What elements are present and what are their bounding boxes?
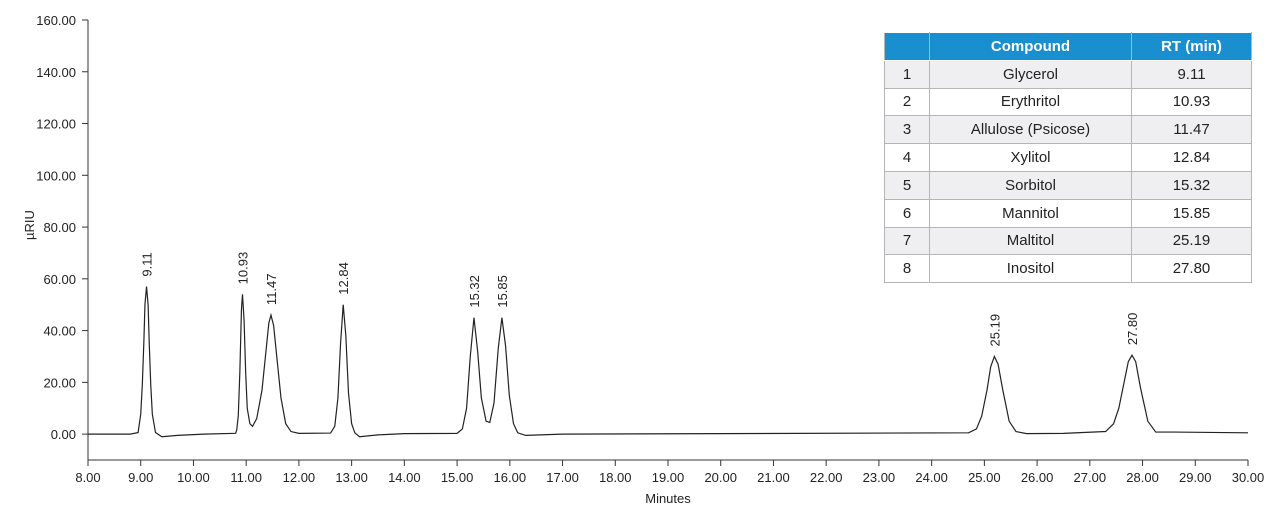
x-tick-label: 16.00 [494,470,527,485]
table-cell: 5 [884,170,930,200]
x-tick-label: 10.00 [177,470,210,485]
table-cell: Allulose (Psicose) [929,115,1132,145]
x-tick-label: 11.00 [230,470,262,485]
peak-label: 15.32 [467,275,482,308]
x-tick-label: 27.00 [1074,470,1107,485]
table-cell: Erythritol [929,87,1132,117]
peak-label: 27.80 [1125,313,1140,346]
table-cell: 15.85 [1131,198,1252,228]
table-cell: 11.47 [1131,115,1252,145]
header-cell [884,32,930,61]
x-tick-label: 30.00 [1232,470,1265,485]
table-cell: 12.84 [1131,143,1252,172]
y-tick-label: 120.00 [36,117,76,132]
table-cell: 10.93 [1131,87,1252,117]
x-tick-label: 8.00 [75,470,100,485]
y-tick-label: 20.00 [43,375,76,390]
x-tick-label: 26.00 [1021,470,1054,485]
x-tick-label: 29.00 [1179,470,1212,485]
x-tick-label: 18.00 [599,470,632,485]
x-tick-label: 19.00 [652,470,685,485]
table-cell: 15.32 [1131,170,1252,200]
table-cell: 3 [884,115,930,145]
x-tick-label: 13.00 [335,470,368,485]
y-tick-label: 160.00 [36,13,76,28]
table-row: 7 Maltitol 25.19 [884,226,1252,256]
x-tick-label: 28.00 [1126,470,1159,485]
peak-label: 25.19 [987,314,1002,347]
header-cell: RT (min) [1131,32,1252,61]
x-tick-label: 14.00 [388,470,421,485]
table-cell: 8 [884,254,930,284]
table-cell: 9.11 [1131,59,1252,89]
x-tick-label: 15.00 [441,470,474,485]
table-body: 1 Glycerol 9.11 2 Erythritol 10.93 3 Allulose (… [884,59,1252,284]
table-cell: Mannitol [929,198,1132,228]
peak-label: 9.11 [140,252,155,276]
table-cell: Sorbitol [929,170,1132,200]
trace [88,286,1249,438]
table-row: 3 Allulose (Psicose) 11.47 [884,115,1252,145]
table-cell: Maltitol [929,226,1132,256]
y-tick-label: 80.00 [43,220,76,235]
x-tick-label: 12.00 [283,470,316,485]
compound-table: Compound RT (min) 1 Glycerol 9.11 2 Erythrit… [884,32,1252,284]
peak-label: 12.84 [336,262,351,295]
table-cell: 1 [884,59,930,89]
header-cell: Compound [929,32,1132,61]
x-tick-label: 23.00 [863,470,896,485]
x-tick-label: 21.00 [757,470,790,485]
y-tick-label: 140.00 [36,65,76,80]
peak-label: 10.93 [235,252,250,285]
table-cell: Glycerol [929,59,1132,89]
table-row: 1 Glycerol 9.11 [884,59,1252,89]
peak-label: 15.85 [495,275,510,308]
table-cell: 2 [884,87,930,117]
table-header: Compound RT (min) [884,32,1252,61]
x-tick-label: 24.00 [915,470,948,485]
table-cell: 25.19 [1131,226,1252,256]
table-row: 4 Xylitol 12.84 [884,143,1252,172]
table-row: 2 Erythritol 10.93 [884,87,1252,117]
table-cell: 7 [884,226,930,256]
table-cell: 6 [884,198,930,228]
y-tick-label: 60.00 [43,272,76,287]
table-row: 6 Mannitol 15.85 [884,198,1252,228]
table-cell: 27.80 [1131,254,1252,284]
table-cell: 4 [884,143,930,172]
y-tick-label: 100.00 [36,168,76,183]
x-tick-label: 9.00 [128,470,153,485]
x-tick-label: 17.00 [546,470,579,485]
y-tick-label: 40.00 [43,324,76,339]
table-cell: Xylitol [929,143,1132,172]
x-tick-label: 22.00 [810,470,843,485]
peak-label: 11.47 [264,273,279,305]
x-tick-label: 25.00 [968,470,1001,485]
table-row: 5 Sorbitol 15.32 [884,170,1252,200]
y-axis-label: µRIU [22,210,37,240]
table-row: 8 Inositol 27.80 [884,254,1252,284]
x-tick-label: 20.00 [704,470,737,485]
y-tick-label: 0.00 [51,427,76,442]
table-cell: Inositol [929,254,1132,284]
x-axis-label: Minutes [645,491,691,506]
